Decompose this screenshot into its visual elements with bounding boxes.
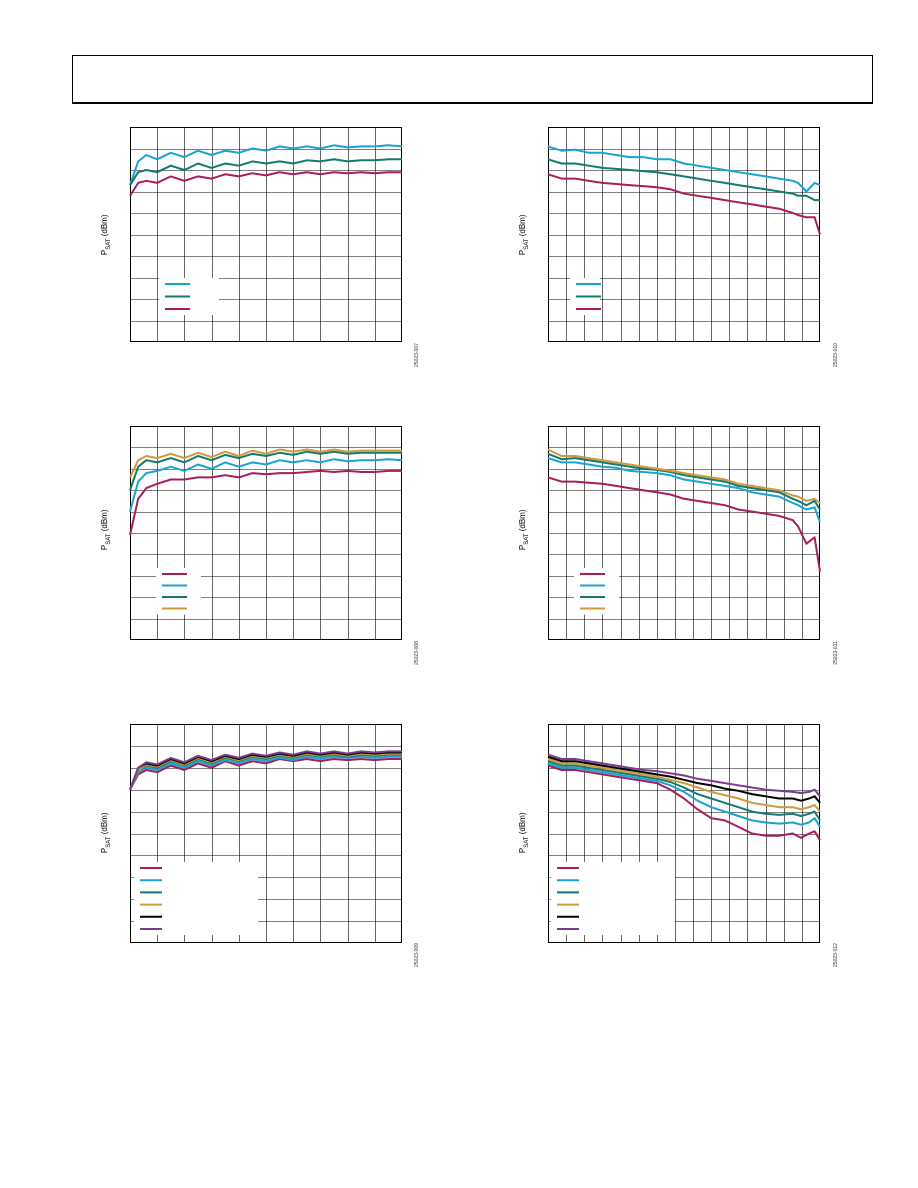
y-axis-label-sub: SAT	[523, 533, 530, 545]
legend-box	[156, 568, 201, 615]
y-axis-label: PSAT (dBm)	[518, 210, 530, 260]
series-line-2	[129, 458, 403, 512]
y-axis-label-unit: (dBm)	[518, 214, 528, 239]
series-line-2	[129, 755, 402, 791]
legend-box	[551, 862, 675, 935]
series-line-1	[547, 145, 821, 193]
y-axis-label-sub: SAT	[105, 238, 112, 250]
series-line-5	[547, 755, 821, 804]
series-line-6	[547, 753, 821, 797]
y-axis-label: PSAT (dBm)	[100, 505, 112, 555]
chart-p3	[129, 426, 403, 640]
y-axis-label-unit: (dBm)	[100, 509, 110, 534]
chart-p5	[129, 724, 402, 943]
figure-id: 25023-011	[833, 641, 839, 665]
y-axis-label-main: P	[518, 249, 528, 256]
series-line-2	[547, 762, 821, 828]
legend-box	[574, 568, 619, 615]
figure-id: 25023-009	[414, 943, 420, 967]
series-line-3	[547, 760, 821, 821]
series-line-2	[547, 457, 821, 523]
y-axis-label-unit: (dBm)	[518, 812, 528, 837]
y-axis-label-sub: SAT	[523, 836, 530, 848]
y-axis-label-main: P	[518, 847, 528, 854]
chart-p4	[547, 426, 821, 640]
series-line-2	[129, 158, 402, 186]
y-axis-label-unit: (dBm)	[100, 214, 110, 239]
series-line-4	[547, 448, 821, 504]
legend-box	[134, 862, 258, 935]
series-line-1	[129, 469, 402, 536]
figure-id: 25023-008	[414, 641, 420, 665]
series-line-3	[129, 171, 402, 197]
y-axis-label-unit: (dBm)	[100, 812, 110, 837]
chart-p1	[129, 127, 403, 342]
y-axis-label-sub: SAT	[105, 836, 112, 848]
series-line-1	[129, 144, 403, 186]
y-axis-label-main: P	[100, 847, 110, 854]
series-line-1	[547, 764, 821, 841]
y-axis-label: PSAT (dBm)	[100, 808, 112, 858]
series-line-1	[547, 476, 821, 572]
series-line-2	[547, 158, 820, 202]
series-line-6	[129, 750, 402, 791]
y-axis-label: PSAT (dBm)	[518, 505, 530, 555]
series-line-3	[547, 173, 821, 235]
figure-id: 25023-007	[414, 343, 420, 367]
y-axis-label-main: P	[100, 249, 110, 256]
series-line-4	[129, 448, 402, 478]
y-axis-label-unit: (dBm)	[518, 509, 528, 534]
series-line-4	[547, 758, 821, 813]
figure-id: 25023-010	[833, 343, 839, 367]
y-axis-label: PSAT (dBm)	[518, 808, 530, 858]
y-axis-label-main: P	[100, 544, 110, 551]
chart-p6	[547, 724, 821, 943]
chart-p2	[547, 127, 821, 342]
series-line-3	[547, 452, 821, 511]
y-axis-label-sub: SAT	[105, 533, 112, 545]
y-axis-label-main: P	[518, 544, 528, 551]
page-header-box	[72, 55, 873, 104]
series-line-1	[129, 758, 402, 791]
y-axis-label: PSAT (dBm)	[100, 210, 112, 260]
series-line-3	[129, 450, 402, 491]
figure-id: 25023-012	[833, 943, 839, 967]
y-axis-label-sub: SAT	[523, 238, 530, 250]
